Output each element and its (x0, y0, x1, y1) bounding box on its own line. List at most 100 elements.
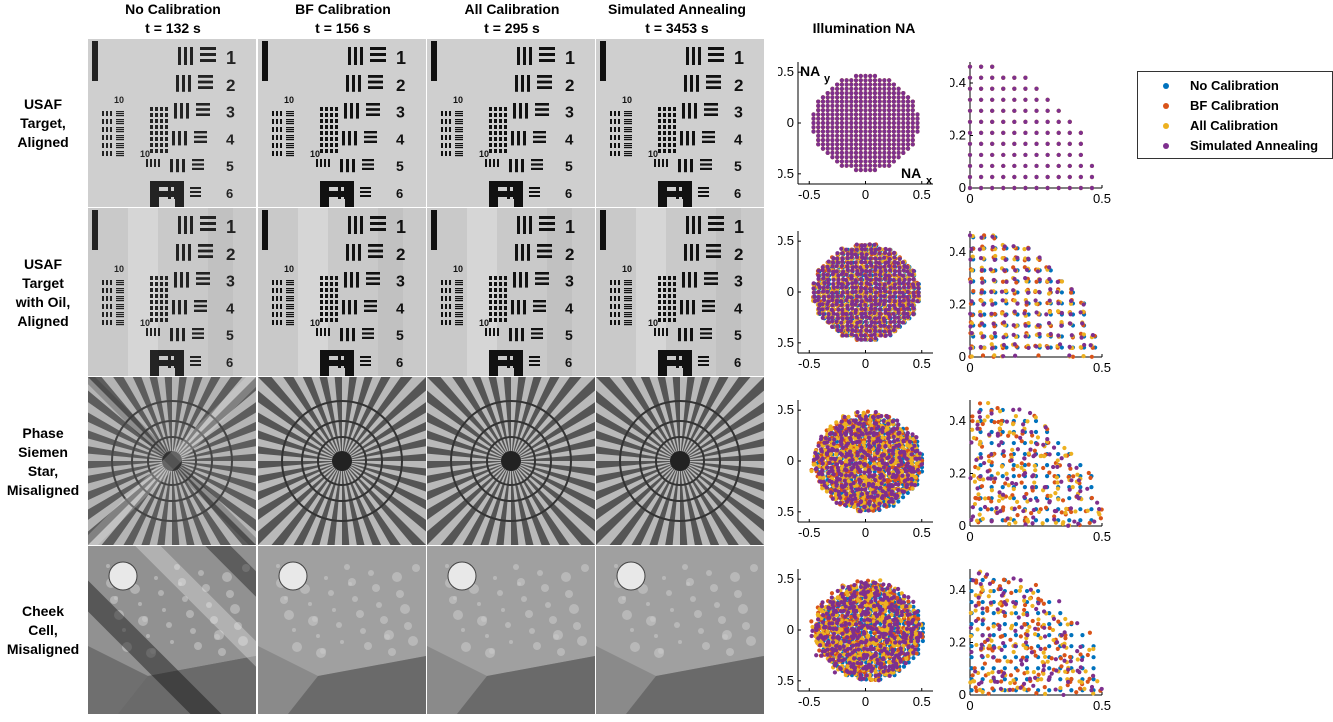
usaf-small-bar (325, 312, 328, 316)
usaf-small-bar (445, 127, 447, 132)
data-point (1001, 186, 1005, 190)
data-point (868, 87, 872, 91)
usaf-bar (190, 364, 201, 366)
data-point (1046, 109, 1050, 113)
data-point (883, 277, 887, 281)
usaf-small-bar (455, 320, 463, 321)
data-point (887, 95, 891, 99)
data-point (979, 164, 983, 168)
data-point (859, 142, 863, 146)
data-point (840, 142, 844, 146)
usaf-small-bar (494, 312, 497, 316)
row-label-line: Aligned (0, 133, 86, 152)
data-point (1046, 98, 1050, 102)
usaf-small-bar (116, 129, 124, 130)
data-point (915, 117, 919, 121)
data-point (990, 175, 994, 179)
data-point (816, 104, 820, 108)
data-point (990, 98, 994, 102)
usaf-bar (370, 59, 386, 62)
usaf-small-bar (150, 159, 152, 167)
data-point (873, 168, 877, 172)
data-point (845, 151, 849, 155)
data-point (872, 311, 876, 315)
usaf-bar (190, 187, 201, 189)
usaf-bar (346, 159, 349, 172)
usaf-small-bar (116, 115, 124, 116)
usaf-small-bar (445, 312, 447, 317)
usaf-small-bar (286, 137, 294, 138)
data-point (882, 316, 886, 320)
data-point (892, 159, 896, 163)
usaf-small-bar (276, 320, 278, 325)
data-point (863, 134, 867, 138)
usaf-small-bar (489, 113, 492, 117)
data-point (835, 260, 839, 264)
cell-granule (461, 628, 465, 632)
data-point (835, 87, 839, 91)
usaf-bar (340, 159, 343, 172)
data-point (845, 304, 849, 308)
data-point (896, 134, 900, 138)
column-header-time: t = 295 s (427, 19, 597, 38)
scatter-points (811, 242, 921, 342)
usaf-small-bar (658, 300, 661, 304)
usaf-bar (700, 168, 712, 170)
data-point (849, 164, 853, 168)
usaf-small-bar (286, 280, 294, 281)
usaf-small-bar (272, 320, 274, 325)
usaf-small-bar (624, 143, 632, 144)
data-point (830, 104, 834, 108)
usaf-small-bar (663, 288, 666, 292)
data-point (979, 120, 983, 124)
cell-granule (170, 640, 174, 644)
data-point (836, 316, 840, 320)
data-point (849, 100, 853, 104)
usaf-bar (92, 41, 98, 81)
data-point (873, 134, 877, 138)
usaf-bar (535, 103, 549, 106)
usaf-bar (196, 103, 210, 106)
usaf-small-bar (110, 288, 112, 293)
data-point (873, 117, 877, 121)
usaf-small-bar (320, 300, 323, 304)
usaf-small-bar (449, 304, 451, 309)
data-point (882, 91, 886, 95)
data-point (850, 332, 854, 336)
data-point (835, 82, 839, 86)
usaf-group-label: 10 (114, 264, 124, 274)
data-point (883, 251, 887, 255)
data-point (868, 147, 872, 151)
data-point (845, 82, 849, 86)
usaf-small-bar (155, 318, 158, 322)
usaf-bar (364, 136, 377, 138)
usaf-bar (360, 356, 371, 358)
cell-granule (674, 622, 680, 628)
data-point (854, 100, 858, 104)
usaf-bar (362, 159, 374, 161)
usaf-digit: 2 (734, 76, 743, 95)
usaf-small-bar (614, 135, 616, 140)
data-point (844, 333, 848, 337)
data-point (863, 159, 867, 163)
usaf-bar (692, 300, 695, 314)
data-point (887, 112, 891, 116)
usaf-small-bar (286, 288, 294, 289)
data-point (1034, 120, 1038, 124)
usaf-small-bar (614, 119, 616, 124)
data-point (850, 306, 854, 310)
usaf-bar (431, 41, 437, 81)
cell-granule (445, 564, 449, 568)
usaf-small-bar (330, 306, 333, 310)
usaf-bar (698, 216, 701, 234)
usaf-digit: 4 (565, 131, 574, 148)
usaf-small-bar (286, 129, 294, 130)
data-point (816, 134, 820, 138)
usaf-small-bar (160, 149, 163, 153)
usaf-small-bar (455, 115, 463, 116)
usaf-small-bar (116, 155, 124, 156)
usaf-small-bar (441, 304, 443, 309)
usaf-small-bar (658, 159, 660, 167)
usaf-small-bar (610, 296, 612, 301)
